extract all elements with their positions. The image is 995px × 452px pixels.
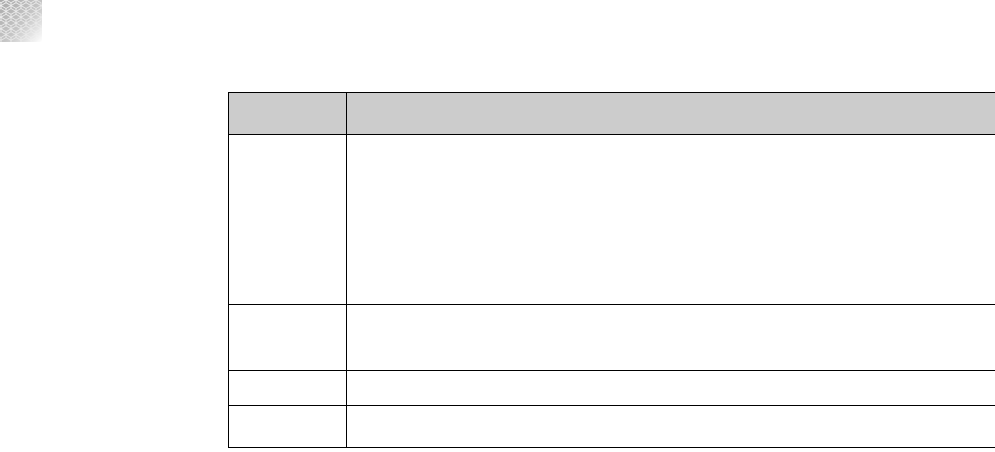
row-body-text bbox=[347, 305, 995, 311]
column-header-body-text bbox=[347, 93, 995, 99]
content-table bbox=[228, 92, 995, 448]
hexagon-pattern-watermark-icon bbox=[0, 0, 42, 42]
row-label-cell bbox=[228, 134, 347, 305]
row-label-text bbox=[229, 135, 346, 141]
table-row bbox=[228, 405, 995, 448]
row-body-cell bbox=[346, 405, 995, 448]
row-label-text bbox=[229, 305, 346, 311]
table-row bbox=[228, 134, 995, 305]
table-header bbox=[228, 92, 995, 135]
row-label-cell bbox=[228, 405, 347, 448]
column-header-label bbox=[228, 92, 347, 135]
table-row bbox=[228, 370, 995, 406]
row-body-cell bbox=[346, 370, 995, 406]
row-label-cell bbox=[228, 370, 347, 406]
table-row bbox=[228, 304, 995, 371]
table-body bbox=[228, 134, 995, 448]
row-label-text bbox=[229, 406, 346, 412]
row-body-text bbox=[347, 371, 995, 377]
row-body-cell bbox=[346, 304, 995, 371]
row-body-cell bbox=[346, 134, 995, 305]
row-label-text bbox=[229, 371, 346, 377]
column-header-body bbox=[346, 92, 995, 135]
row-label-cell bbox=[228, 304, 347, 371]
row-body-text bbox=[347, 135, 995, 141]
row-body-text bbox=[347, 406, 995, 412]
table-header-row bbox=[228, 92, 995, 135]
column-header-label-text bbox=[229, 93, 346, 99]
